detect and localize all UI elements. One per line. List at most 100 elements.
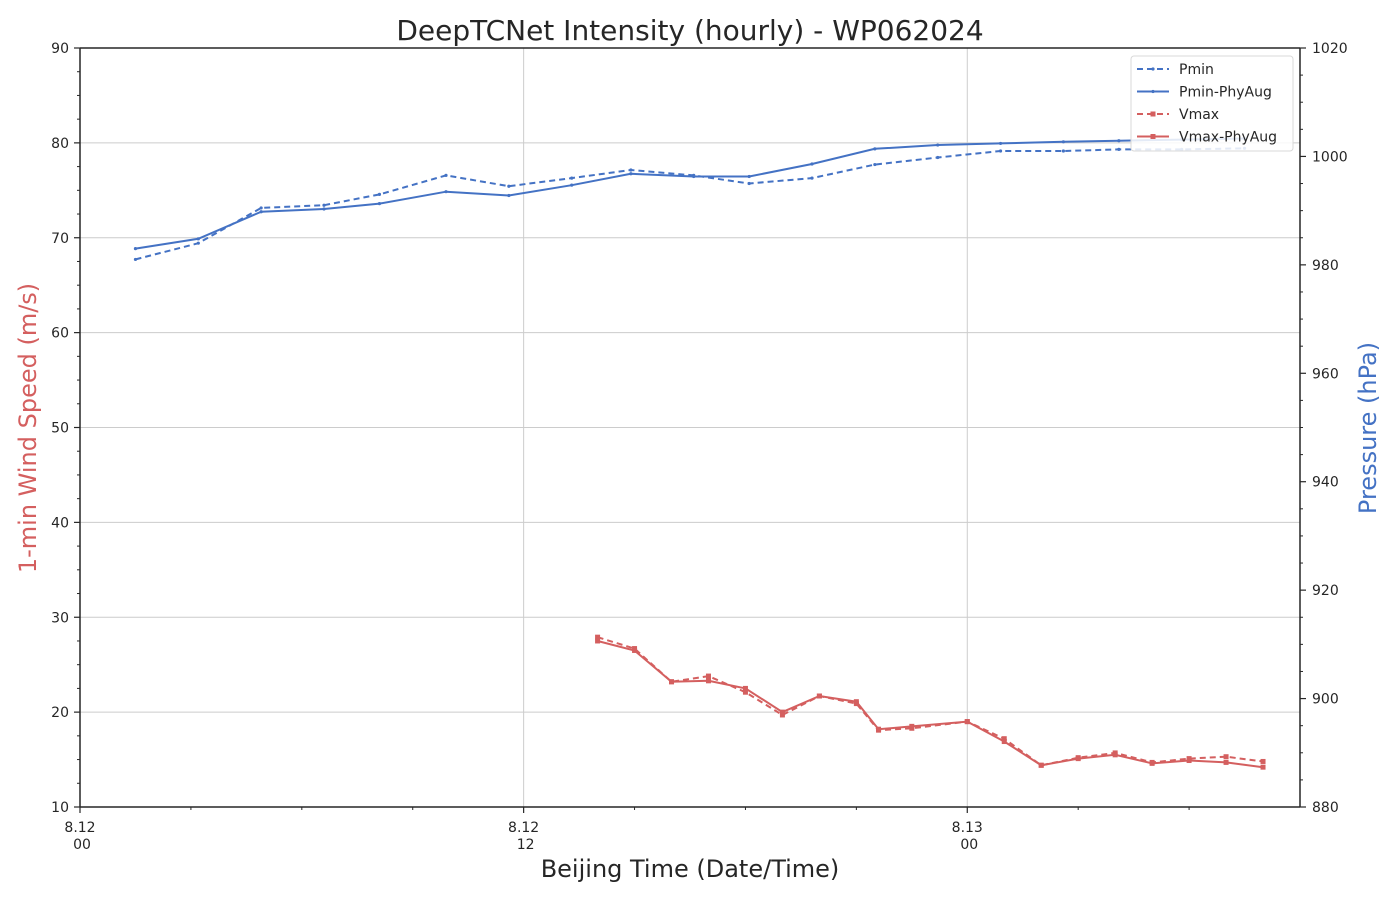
- x-tick-label-time: 00: [73, 837, 91, 853]
- data-point: [779, 709, 785, 715]
- y-axis-right-title: Pressure (hPa): [1354, 342, 1382, 514]
- data-point: [1001, 736, 1007, 742]
- legend-item: Vmax-PhyAug: [1137, 130, 1277, 146]
- y-left-tick-label: 60: [51, 326, 69, 342]
- y-right-tick-label: 1020: [1312, 41, 1348, 57]
- y-left-tick-label: 70: [51, 231, 69, 247]
- data-point: [1186, 758, 1192, 764]
- x-tick-label-time: 00: [960, 837, 978, 853]
- legend-marker: [1151, 89, 1155, 94]
- y-left-tick-label: 40: [51, 515, 69, 531]
- data-point: [196, 241, 200, 245]
- y-right-tick-label: 900: [1312, 692, 1339, 708]
- data-point: [705, 678, 711, 684]
- series-line: [135, 147, 1245, 261]
- data-point: [629, 168, 633, 172]
- data-point: [1061, 140, 1065, 144]
- y-axis-left-title: 1-min Wind Speed (m/s): [14, 283, 42, 573]
- y-left-tick-label: 10: [51, 800, 69, 816]
- x-tick-label-date: 8.12: [508, 820, 539, 836]
- data-point: [873, 147, 877, 151]
- data-point: [1223, 759, 1229, 765]
- data-point: [507, 193, 511, 198]
- legend-label: Pmin: [1179, 62, 1214, 78]
- legend-item: Pmin: [1137, 62, 1214, 78]
- data-point: [377, 192, 382, 196]
- y-right-tick-label: 960: [1312, 366, 1339, 382]
- axes: 1020304050607080908809009209409609801000…: [51, 41, 1347, 853]
- data-point: [669, 679, 675, 685]
- data-point: [998, 149, 1003, 153]
- data-point: [133, 246, 138, 251]
- data-point: [810, 162, 814, 166]
- legend-item: Vmax: [1137, 107, 1219, 123]
- y-right-tick-label: 880: [1312, 800, 1339, 816]
- data-point: [133, 257, 138, 262]
- legend-box: [1130, 55, 1294, 152]
- data-point: [322, 207, 326, 211]
- legend-item: Pmin-PhyAug: [1137, 85, 1272, 101]
- legend-marker: [1150, 134, 1156, 139]
- data-point: [873, 162, 877, 167]
- data-point: [936, 155, 940, 160]
- y-left-tick-label: 30: [51, 610, 69, 626]
- y-right-tick-label: 940: [1312, 475, 1339, 491]
- data-point: [998, 141, 1003, 146]
- data-point: [1117, 147, 1121, 151]
- data-point: [507, 184, 511, 188]
- y-left-tick-label: 20: [51, 705, 69, 721]
- data-point: [1112, 752, 1118, 758]
- data-point: [909, 723, 915, 729]
- series-pmin: [133, 146, 1247, 262]
- series-vmax-phyaug: [595, 638, 1266, 770]
- series-vmax: [595, 634, 1266, 768]
- data-point: [595, 634, 601, 640]
- data-point: [816, 693, 822, 699]
- x-tick-label-time: 12: [517, 837, 535, 853]
- y-right-tick-label: 980: [1312, 258, 1339, 274]
- y-left-tick-label: 50: [51, 421, 69, 437]
- data-point: [595, 638, 601, 644]
- y-right-tick-label: 920: [1312, 583, 1339, 599]
- data-point: [632, 647, 638, 653]
- data-point: [259, 210, 263, 214]
- y-left-tick-label: 90: [51, 41, 69, 57]
- data-point: [259, 206, 263, 210]
- series-pmin-phyaug: [133, 136, 1247, 251]
- legend-label: Vmax: [1179, 107, 1219, 123]
- series-line: [597, 640, 1264, 769]
- data-point: [196, 237, 200, 241]
- grid: [80, 47, 1300, 808]
- data-point: [1260, 764, 1266, 770]
- data-point: [1117, 139, 1121, 143]
- data-point: [810, 176, 814, 180]
- legend: Pmin Pmin-PhyAug Vmax Vmax-PhyAug: [1130, 55, 1294, 152]
- data-point: [853, 699, 859, 705]
- x-tick-label-date: 8.13: [952, 820, 983, 836]
- legend-label: Vmax-PhyAug: [1179, 130, 1277, 146]
- data-point: [936, 143, 940, 147]
- data-point: [1061, 149, 1065, 153]
- data-point: [705, 673, 711, 679]
- data-point: [742, 689, 748, 695]
- data-point: [1223, 754, 1229, 760]
- x-tick-label-date: 8.12: [64, 820, 95, 836]
- legend-marker: [1150, 111, 1156, 117]
- chart-title: DeepTCNet Intensity (hourly) - WP062024: [396, 14, 983, 47]
- data-point: [444, 190, 448, 194]
- data-point: [629, 172, 633, 176]
- data-point: [1001, 739, 1007, 745]
- y-left-tick-label: 80: [51, 136, 69, 152]
- data-point: [747, 181, 751, 186]
- data-point: [1149, 760, 1155, 766]
- data-point: [747, 174, 751, 179]
- series-line: [597, 636, 1264, 767]
- y-right-tick-label: 1000: [1312, 149, 1348, 165]
- legend-marker: [1151, 67, 1155, 71]
- data-point: [1038, 762, 1044, 768]
- data-point: [1075, 756, 1081, 762]
- data-point: [964, 719, 970, 725]
- data-point: [1260, 758, 1266, 764]
- data-point: [377, 201, 382, 206]
- x-axis-title: Beijing Time (Date/Time): [541, 855, 840, 883]
